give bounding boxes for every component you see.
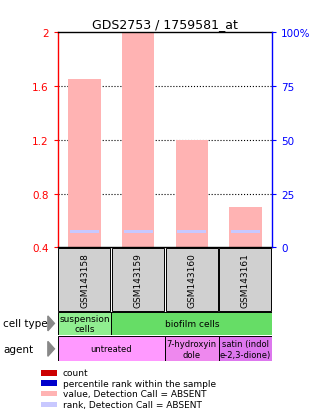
Bar xyxy=(122,26,154,248)
Text: suspension
cells: suspension cells xyxy=(59,314,110,333)
Bar xyxy=(218,337,272,361)
Bar xyxy=(112,312,272,335)
Bar xyxy=(229,207,262,248)
Text: 7-hydroxyin
dole: 7-hydroxyin dole xyxy=(167,339,217,358)
Text: agent: agent xyxy=(3,344,33,354)
Bar xyxy=(134,247,142,249)
Bar xyxy=(41,380,57,386)
Text: count: count xyxy=(63,368,88,377)
Bar xyxy=(69,80,101,248)
Title: GDS2753 / 1759581_at: GDS2753 / 1759581_at xyxy=(92,17,238,31)
Polygon shape xyxy=(48,342,54,356)
Bar xyxy=(81,247,88,249)
Text: GSM143159: GSM143159 xyxy=(134,252,143,307)
Bar xyxy=(41,402,57,407)
Text: untreated: untreated xyxy=(90,344,132,354)
Text: GSM143158: GSM143158 xyxy=(80,252,89,307)
Bar xyxy=(242,247,249,249)
Bar xyxy=(41,391,57,396)
Bar xyxy=(58,337,165,361)
Bar xyxy=(176,140,208,248)
Bar xyxy=(177,230,206,233)
Text: satin (indol
e-2,3-dione): satin (indol e-2,3-dione) xyxy=(220,339,271,358)
Bar xyxy=(112,249,164,311)
Bar xyxy=(124,230,153,233)
Text: rank, Detection Call = ABSENT: rank, Detection Call = ABSENT xyxy=(63,400,202,409)
Text: GSM143161: GSM143161 xyxy=(241,252,250,307)
Text: cell type: cell type xyxy=(3,318,48,329)
Bar xyxy=(58,312,112,335)
Bar xyxy=(165,337,218,361)
Bar xyxy=(166,249,217,311)
Bar xyxy=(188,247,196,249)
Bar xyxy=(58,249,110,311)
Polygon shape xyxy=(48,316,54,331)
Bar xyxy=(231,230,260,233)
Text: value, Detection Call = ABSENT: value, Detection Call = ABSENT xyxy=(63,389,206,398)
Bar xyxy=(41,370,57,376)
Text: biofilm cells: biofilm cells xyxy=(165,319,219,328)
Text: GSM143160: GSM143160 xyxy=(187,252,196,307)
Text: percentile rank within the sample: percentile rank within the sample xyxy=(63,379,216,388)
Bar xyxy=(219,249,271,311)
Bar xyxy=(70,230,99,233)
